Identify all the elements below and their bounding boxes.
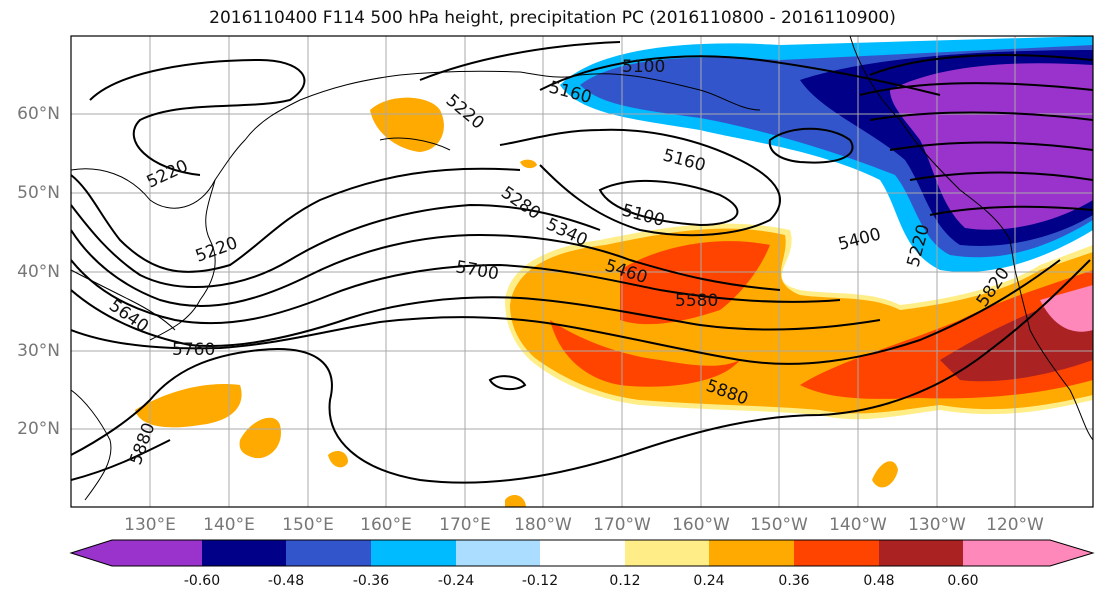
height-contours [71, 41, 1093, 484]
lat-label: 40°N [17, 262, 60, 282]
colorbar-bin [879, 540, 963, 566]
colorbar-bin [112, 540, 202, 566]
contour-label: 5580 [675, 291, 718, 311]
lon-label: 150°E [282, 515, 334, 535]
colorbar-tick-label: 0.12 [609, 573, 641, 589]
contour-label: 5760 [172, 340, 215, 360]
colorbar-tick-label: -0.36 [352, 573, 390, 589]
colorbar-bin [286, 540, 371, 566]
lon-label: 150°W [750, 515, 808, 535]
lon-label: 140°W [829, 515, 887, 535]
colorbar-tick-label: -0.60 [183, 573, 221, 589]
colorbar-extend-max [963, 540, 1093, 566]
map-title: 2016110400 F114 500 hPa height, precipit… [209, 8, 896, 28]
colorbar-bin [456, 540, 540, 566]
map-frame [70, 35, 1094, 508]
map-gridlines [71, 36, 1093, 507]
colorbar-tick-label: -0.48 [267, 573, 305, 589]
colorbar-tick-label: -0.24 [437, 573, 475, 589]
colorbar-bin [202, 540, 286, 566]
colorbar-bin [709, 540, 794, 566]
lon-label: 130°E [124, 515, 176, 535]
colorbar-tick-label: 0.48 [863, 573, 895, 589]
map-plot-area: 5100 5160 5220 5160 5220 5100 5280 5340 … [71, 36, 1093, 507]
lat-label: 50°N [17, 183, 60, 203]
lat-label: 60°N [17, 104, 60, 124]
colorbar [69, 539, 1095, 567]
lon-label: 170°E [439, 515, 491, 535]
colorbar-bin [371, 540, 456, 566]
contour-label: 5100 [622, 57, 665, 77]
lon-label: 180°W [514, 515, 572, 535]
lat-label: 30°N [17, 341, 60, 361]
lon-label: 160°E [360, 515, 412, 535]
lon-label: 170°W [593, 515, 651, 535]
coastlines [71, 36, 1093, 501]
lon-label: 130°W [908, 515, 966, 535]
colorbar-extend-min [71, 540, 112, 566]
colorbar-tick-label: -0.12 [521, 573, 559, 589]
colorbar-tick-label: 0.36 [778, 573, 810, 589]
colorbar-bin [794, 540, 879, 566]
lat-label: 20°N [17, 419, 60, 439]
lon-label: 160°W [672, 515, 730, 535]
colorbar-tick-label: 0.24 [693, 573, 725, 589]
colorbar-bin [540, 540, 625, 566]
colorbar-tick-label: 0.60 [947, 573, 979, 589]
colorbar-bin [625, 540, 709, 566]
lon-label: 120°W [986, 515, 1044, 535]
lon-label: 140°E [203, 515, 255, 535]
